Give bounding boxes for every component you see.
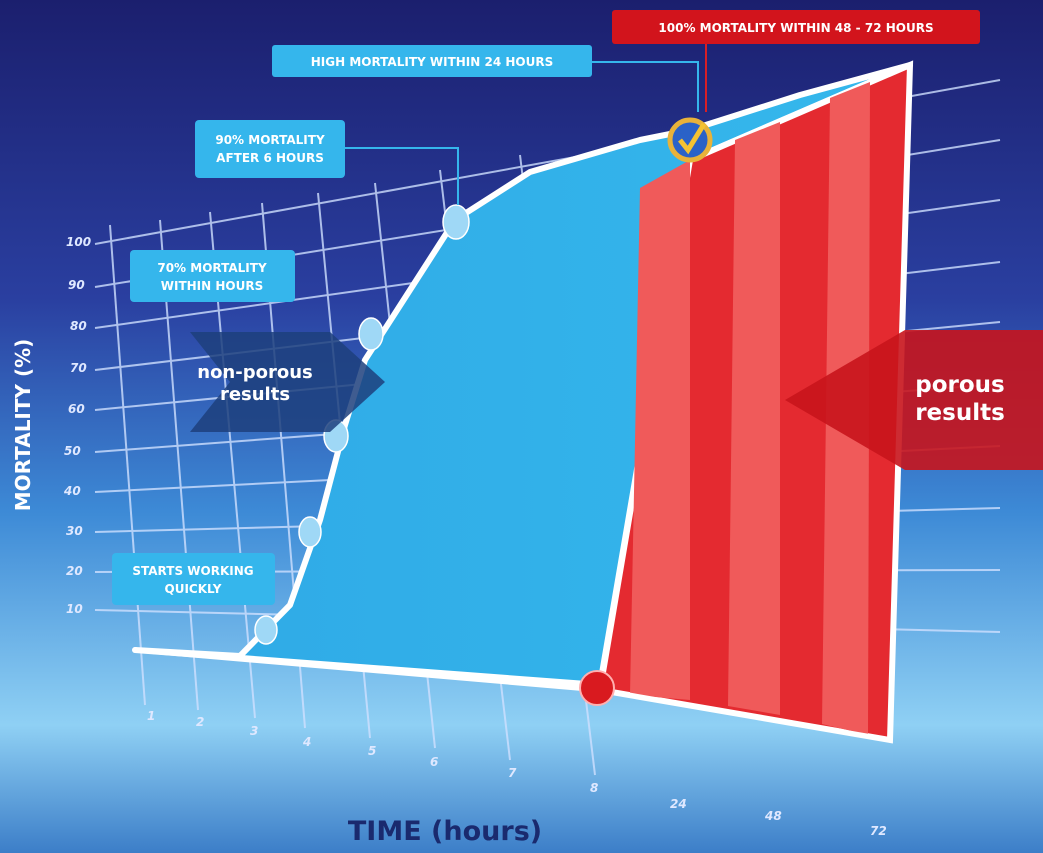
tick-label: 20 — [66, 564, 83, 578]
tick-label: 50 — [64, 444, 81, 458]
tick-label: 40 — [63, 484, 81, 498]
tick-label: 48 — [764, 809, 782, 823]
callout: 100% MORTALITY WITHIN 48 - 72 HOURS — [658, 21, 933, 35]
porous-arrow — [785, 330, 1043, 470]
arrow-label: results — [915, 400, 1005, 426]
callout: 70% MORTALITY — [157, 261, 267, 275]
callout: HIGH MORTALITY WITHIN 24 HOURS — [311, 55, 554, 69]
tick-label: 30 — [66, 524, 83, 538]
callouts: 100% MORTALITY WITHIN 48 - 72 HOURS HIGH… — [112, 10, 980, 605]
callout: AFTER 6 HOURS — [216, 151, 324, 165]
tick-label: 2 — [196, 715, 204, 729]
tick-label: 90 — [68, 278, 85, 292]
callout: WITHIN HOURS — [161, 279, 264, 293]
non-porous-arrow — [190, 332, 385, 432]
x-axis-title: TIME (hours) — [348, 816, 542, 847]
tick-label: 80 — [70, 319, 87, 333]
callout-box — [195, 120, 345, 178]
tick-label: 3 — [250, 724, 258, 738]
callout: STARTS WORKING — [132, 564, 253, 578]
tick-label: 1 — [147, 709, 155, 723]
y-ticks: 100 90 80 70 60 50 40 30 20 10 — [63, 235, 91, 616]
callout-box — [612, 10, 980, 44]
callout-box — [272, 45, 592, 77]
x-ticks: 1 2 3 4 5 6 7 8 24 48 72 — [147, 709, 887, 838]
tick-label: 72 — [870, 824, 887, 838]
tick-label: 4 — [302, 735, 311, 749]
callout: QUICKLY — [165, 582, 222, 596]
connectors — [345, 44, 707, 205]
callout: 90% MORTALITY — [215, 133, 325, 147]
arrow-label: results — [220, 384, 290, 405]
tick-label: 100 — [66, 235, 91, 249]
red-point — [579, 670, 615, 706]
tick-label: 60 — [68, 402, 85, 416]
y-axis-title: MORTALITY (%) — [11, 339, 35, 512]
tick-label: 10 — [66, 602, 83, 616]
tick-label: 5 — [368, 744, 376, 758]
tick-label: 24 — [670, 797, 687, 811]
arrow-label: non-porous — [197, 362, 313, 383]
check — [678, 122, 707, 155]
arrow-label: porous — [915, 372, 1004, 398]
tick-label: 70 — [70, 361, 87, 375]
callout-box — [130, 250, 295, 302]
callout-box — [112, 553, 275, 605]
tick-label: 8 — [590, 781, 598, 795]
tick-label: 7 — [508, 766, 517, 780]
tick-label: 6 — [430, 755, 438, 769]
